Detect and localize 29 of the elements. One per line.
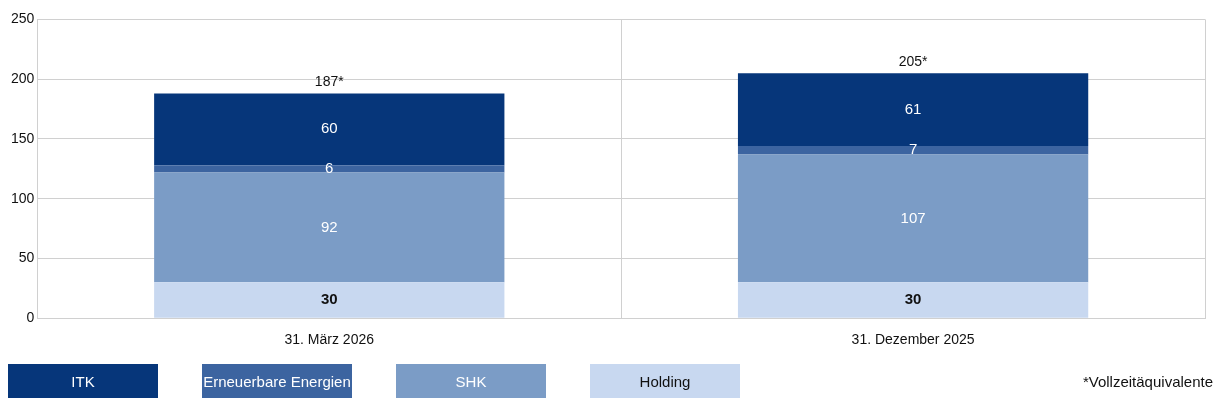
data-label: 30 bbox=[320, 290, 338, 308]
bar bbox=[737, 154, 1089, 283]
bar bbox=[737, 146, 1089, 155]
text: *Vollzeitäquivalente bbox=[1082, 372, 1213, 390]
x-tick-label: 31. Dezember 2025 bbox=[851, 331, 975, 348]
bar bbox=[737, 282, 1089, 318]
data-label: 92 bbox=[320, 217, 338, 235]
bar bbox=[154, 282, 505, 318]
x-tick-label: 31. März 2026 bbox=[284, 331, 375, 348]
y-tick-label: 250 bbox=[11, 10, 35, 27]
y-tick-label: 100 bbox=[11, 189, 35, 206]
y-tick-label: 0 bbox=[26, 309, 35, 326]
text: Holding bbox=[590, 364, 740, 398]
total-label: 205* bbox=[898, 53, 929, 70]
bar bbox=[154, 165, 505, 173]
text: ITK bbox=[8, 364, 158, 398]
data-label: 107 bbox=[900, 208, 926, 226]
text: Erneuerbare Energien bbox=[202, 364, 352, 398]
data-label: 61 bbox=[904, 99, 922, 117]
y-tick-label: 150 bbox=[11, 129, 35, 146]
data-label: 30 bbox=[904, 290, 922, 308]
y-tick-label: 200 bbox=[11, 70, 35, 87]
y-tick-label: 50 bbox=[18, 249, 35, 266]
text: SHK bbox=[396, 364, 546, 398]
data-label: 60 bbox=[320, 119, 338, 137]
bar bbox=[154, 172, 505, 283]
total-label: 187* bbox=[314, 73, 345, 90]
data-label: 6 bbox=[325, 158, 334, 176]
data-label: 7 bbox=[908, 140, 918, 158]
